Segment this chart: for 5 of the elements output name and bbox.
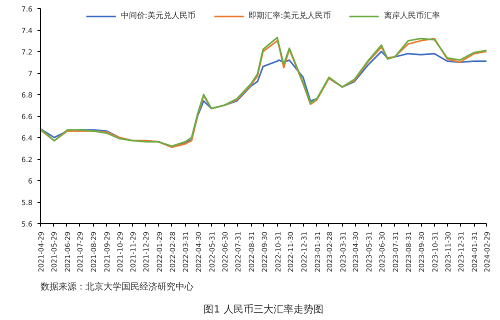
legend-label: 即期汇率:美元兑人民币 xyxy=(248,10,332,21)
legend-label: 离岸人民币汇率 xyxy=(384,10,440,21)
source-note: 数据来源：北京大学国民经济研究中心 xyxy=(40,282,194,292)
legend-label: 中间价:美元兑人民币 xyxy=(120,10,196,21)
text: 图1 人民币三大汇率走势图 xyxy=(204,304,324,316)
